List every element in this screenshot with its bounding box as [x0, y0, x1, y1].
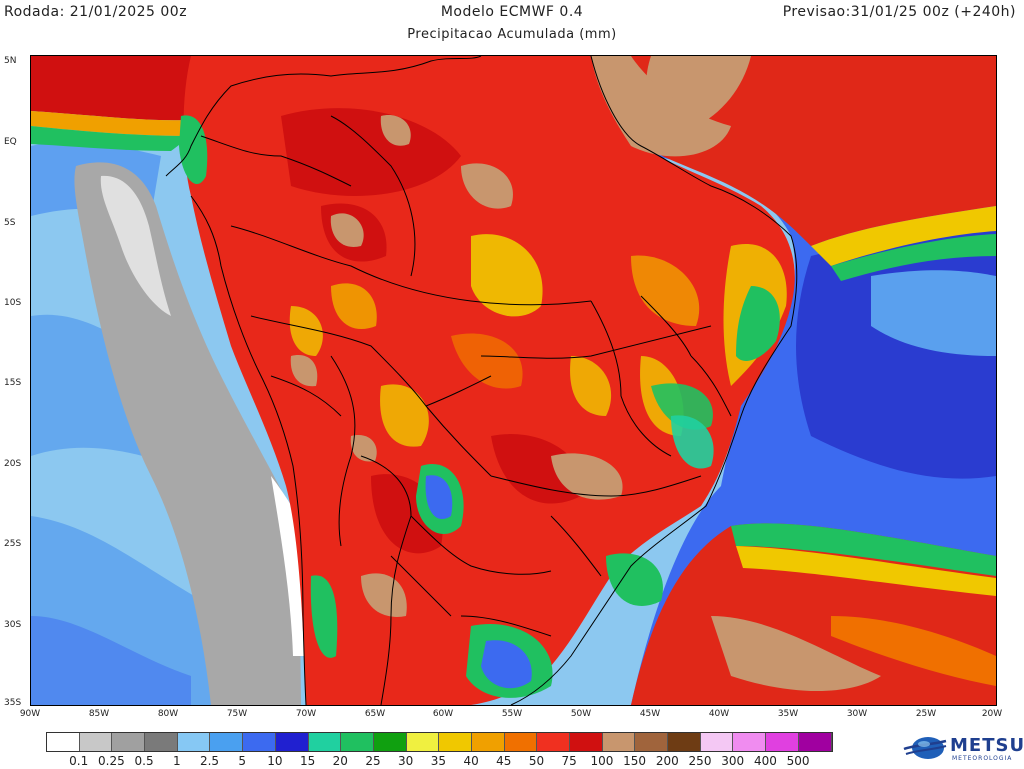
lon-label-75w: 75W	[226, 709, 248, 719]
lon-label-25w: 25W	[915, 709, 937, 719]
legend-label: 200	[655, 754, 679, 768]
legend-swatch	[177, 733, 211, 751]
legend-label: 40	[463, 754, 479, 768]
precipitation-map	[30, 55, 997, 706]
political-borders	[165, 56, 798, 705]
legend-swatch	[79, 733, 113, 751]
legend-swatch	[341, 733, 374, 751]
lon-label-60w: 60W	[432, 709, 454, 719]
metsul-logo: METSUL METEOROLOGIA	[902, 733, 1024, 765]
tan-rain-zone-amazon	[591, 56, 731, 157]
variable-subtitle: Precipitacao Acumulada (mm)	[407, 27, 617, 42]
lon-label-80w: 80W	[157, 709, 179, 719]
legend-swatch	[700, 733, 734, 751]
legend-label: 35	[430, 754, 447, 768]
legend-swatch	[145, 733, 178, 751]
legend-swatch	[471, 733, 505, 751]
forecast-time-label: Previsao:31/01/25 00z (+240h)	[782, 4, 1016, 20]
legend-label: 5	[238, 754, 247, 768]
legend-label: 300	[721, 754, 745, 768]
legend-swatch	[733, 733, 767, 751]
legend-label: 20	[332, 754, 348, 768]
legend-swatch	[275, 733, 309, 751]
legend-swatch	[798, 733, 832, 751]
legend-label: 2.5	[199, 754, 220, 768]
dry-zone-pacific	[74, 162, 301, 705]
legend-label: 1	[172, 754, 181, 768]
legend-swatch	[243, 733, 276, 751]
legend-label: 400	[753, 754, 777, 768]
legend-swatch	[766, 733, 799, 751]
legend-label: 25	[365, 754, 381, 768]
lon-label-40w: 40W	[708, 709, 730, 719]
legend-swatch	[308, 733, 342, 751]
color-legend	[46, 732, 833, 752]
legend-swatch	[504, 733, 538, 751]
legend-swatch	[668, 733, 701, 751]
lon-label-70w: 70W	[295, 709, 317, 719]
legend-swatch	[439, 733, 472, 751]
lon-label-50w: 50W	[570, 709, 592, 719]
legend-label: 100	[590, 754, 614, 768]
lon-label-20w: 20W	[981, 709, 1003, 719]
lat-label-30s: 30S	[4, 620, 22, 630]
lon-label-65w: 65W	[364, 709, 386, 719]
legend-label: 75	[561, 754, 577, 768]
legend-label: 15	[299, 754, 316, 768]
legend-swatch	[210, 733, 244, 751]
lat-label-eq: EQ	[4, 137, 17, 147]
legend-label: 500	[786, 754, 810, 768]
legend-swatch	[570, 733, 603, 751]
run-time-label: Rodada: 21/01/2025 00z	[4, 4, 188, 20]
legend-swatch	[537, 733, 570, 751]
legend-swatch	[406, 733, 440, 751]
legend-label: 45	[496, 754, 512, 768]
legend-swatch	[602, 733, 636, 751]
legend-swatch	[373, 733, 407, 751]
model-title: Modelo ECMWF 0.4	[440, 4, 584, 20]
lon-label-45w: 45W	[639, 709, 661, 719]
map-canvas	[31, 56, 996, 705]
lon-label-35w: 35W	[777, 709, 799, 719]
lon-label-85w: 85W	[88, 709, 110, 719]
legend-label: 0.25	[98, 754, 125, 768]
tan-rain-zone-central	[551, 453, 623, 500]
lat-label-35s: 35S	[4, 698, 22, 708]
legend-swatch	[112, 733, 146, 751]
lon-label-90w: 90W	[19, 709, 41, 719]
lat-label-20s: 20S	[4, 459, 22, 469]
legend-swatch	[635, 733, 669, 751]
legend-swatch	[47, 733, 80, 751]
lat-label-15s: 15S	[4, 378, 22, 388]
legend-label: 0.1	[69, 754, 89, 768]
lon-label-30w: 30W	[846, 709, 868, 719]
legend-label: 0.5	[134, 754, 154, 768]
legend-label: 30	[398, 754, 414, 768]
lon-label-55w: 55W	[501, 709, 523, 719]
legend-label: 150	[623, 754, 647, 768]
lat-label-5s: 5S	[4, 218, 16, 228]
lat-label-25s: 25S	[4, 539, 22, 549]
logo-tagline: METEOROLOGIA	[952, 755, 1013, 762]
legend-label: 50	[528, 754, 545, 768]
legend-label: 10	[267, 754, 283, 768]
lat-label-10s: 10S	[4, 298, 22, 308]
lat-label-5n: 5N	[4, 56, 17, 66]
globe-logo-icon	[903, 737, 947, 759]
legend-label: 250	[688, 754, 712, 768]
logo-name: METSUL	[950, 735, 1024, 756]
